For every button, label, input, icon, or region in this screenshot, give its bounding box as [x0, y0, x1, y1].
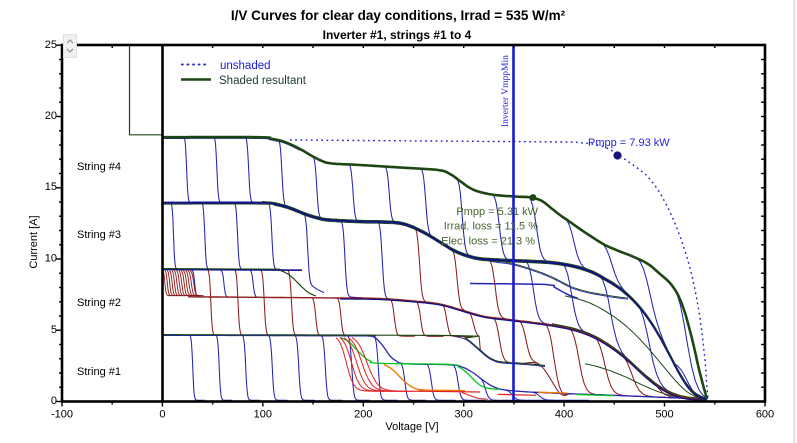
svg-text:Current [A]: Current [A]: [28, 215, 40, 268]
svg-text:-100: -100: [51, 409, 73, 421]
svg-text:25: 25: [45, 39, 57, 51]
svg-text:Inverter VmppMin: Inverter VmppMin: [501, 55, 511, 127]
svg-text:100: 100: [254, 409, 272, 421]
svg-text:String #2: String #2: [77, 297, 121, 309]
svg-text:Pmpp = 5.31 kW: Pmpp = 5.31 kW: [456, 206, 538, 218]
svg-text:0: 0: [159, 409, 165, 421]
svg-text:I/V Curves for clear day condi: I/V Curves for clear day conditions, Irr…: [231, 8, 566, 23]
svg-text:Pmpp = 7.93 kW: Pmpp = 7.93 kW: [588, 137, 670, 149]
svg-text:300: 300: [455, 409, 473, 421]
svg-text:20: 20: [45, 110, 57, 122]
svg-text:String #1: String #1: [77, 366, 121, 378]
svg-text:400: 400: [555, 409, 573, 421]
svg-text:200: 200: [354, 409, 372, 421]
svg-text:Voltage [V]: Voltage [V]: [385, 421, 438, 433]
svg-text:10: 10: [45, 253, 57, 265]
svg-text:Elec. loss = 21.3 %: Elec. loss = 21.3 %: [441, 236, 535, 248]
svg-text:String #3: String #3: [77, 229, 121, 241]
svg-text:0: 0: [51, 395, 57, 407]
svg-text:Inverter #1, strings #1 to 4: Inverter #1, strings #1 to 4: [323, 28, 472, 42]
svg-text:5: 5: [51, 324, 57, 336]
svg-text:Shaded resultant: Shaded resultant: [219, 75, 307, 87]
svg-text:Irrad. loss = 11.5 %: Irrad. loss = 11.5 %: [444, 221, 538, 233]
svg-text:String #4: String #4: [77, 161, 121, 173]
svg-text:unshaded: unshaded: [220, 60, 271, 72]
svg-text:15: 15: [45, 181, 57, 193]
svg-text:500: 500: [655, 409, 673, 421]
svg-text:600: 600: [756, 409, 774, 421]
